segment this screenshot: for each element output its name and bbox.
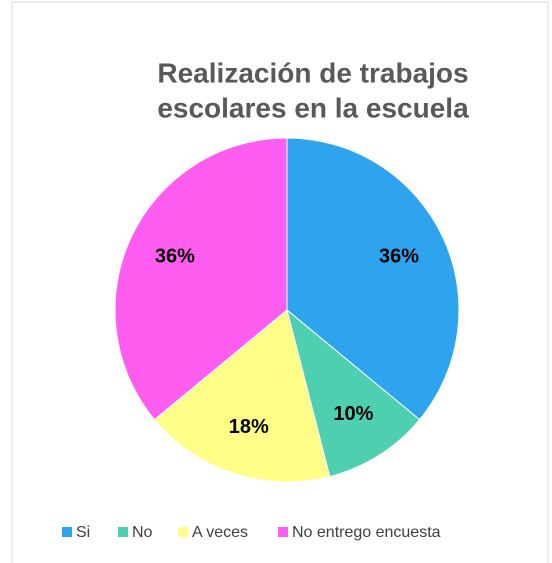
data-label: 36% (155, 246, 195, 268)
legend-label: No entrego encuesta (292, 524, 441, 541)
pie-slice (286, 308, 421, 478)
pie-slice (153, 309, 331, 483)
legend-swatch (178, 527, 188, 537)
legend-label: No (132, 524, 153, 541)
legend-swatch (62, 527, 72, 537)
pie-slice (114, 137, 288, 421)
data-label: 18% (229, 416, 269, 438)
legend-label: A veces (192, 524, 248, 541)
chart-title: escolares en la escuela (157, 92, 469, 123)
chart-title: Realización de trabajos (157, 57, 468, 88)
legend-swatch (278, 527, 288, 537)
pie-slice (286, 137, 460, 421)
data-label: 36% (379, 246, 419, 268)
legend-label: Si (76, 524, 90, 541)
legend-swatch (118, 527, 128, 537)
data-label: 10% (333, 403, 373, 425)
